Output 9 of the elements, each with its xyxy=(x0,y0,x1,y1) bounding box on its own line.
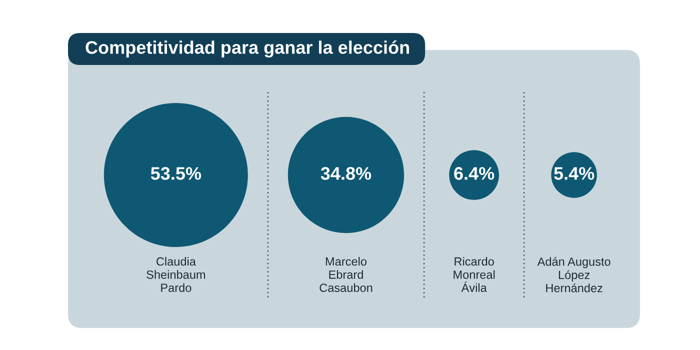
category-label: Claudia Sheinbaum Pardo xyxy=(146,257,206,292)
category-label: Ricardo Monreal Ávila xyxy=(454,257,495,292)
data-label: 5.4% xyxy=(554,167,594,180)
text: Competitividad para ganar la elección xyxy=(86,40,409,58)
data-label: 53.5% xyxy=(150,167,202,180)
category-label: Adán Augusto López Hernández xyxy=(537,257,610,292)
data-label: 34.8% xyxy=(320,167,372,180)
data-label: 6.4% xyxy=(454,167,494,180)
category-label: Marcelo Ebrard Casaubon xyxy=(320,257,372,292)
